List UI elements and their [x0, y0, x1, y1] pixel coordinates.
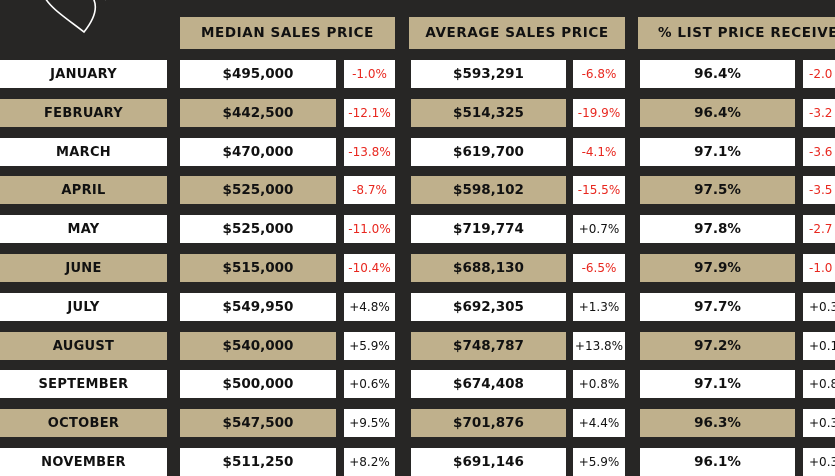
cell-list-january: 96.4% [640, 60, 795, 88]
cell-month-october: OCTOBER [0, 409, 167, 437]
cell-avg-chg-august: +13.8% [573, 332, 625, 360]
cell-month-march: MARCH [0, 138, 167, 166]
cell-median-chg-april: -8.7% [344, 176, 395, 204]
cell-median-chg-may: -11.0% [344, 215, 395, 243]
cell-median-march: $470,000 [180, 138, 336, 166]
cell-median-chg-july: +4.8% [344, 293, 395, 321]
cell-list-november: 96.1% [640, 448, 795, 476]
cell-median-may: $525,000 [180, 215, 336, 243]
cell-avg-chg-july: +1.3% [573, 293, 625, 321]
cell-median-july: $549,950 [180, 293, 336, 321]
cell-avg-chg-october: +4.4% [573, 409, 625, 437]
cell-avg-november: $691,146 [411, 448, 566, 476]
cell-avg-october: $701,876 [411, 409, 566, 437]
cell-list-october: 96.3% [640, 409, 795, 437]
cell-list-chg-july: +0.3 [803, 293, 835, 321]
cell-median-chg-march: -13.8% [344, 138, 395, 166]
cell-median-chg-june: -10.4% [344, 254, 395, 282]
cell-list-chg-february: -3.2 [803, 99, 835, 127]
cell-list-june: 97.9% [640, 254, 795, 282]
cell-list-chg-march: -3.6 [803, 138, 835, 166]
cell-avg-june: $688,130 [411, 254, 566, 282]
heart-logo-icon [45, 0, 106, 34]
cell-list-chg-april: -3.5 [803, 176, 835, 204]
cell-median-chg-february: -12.1% [344, 99, 395, 127]
cell-median-chg-october: +9.5% [344, 409, 395, 437]
cell-avg-january: $593,291 [411, 60, 566, 88]
cell-avg-chg-may: +0.7% [573, 215, 625, 243]
cell-median-february: $442,500 [180, 99, 336, 127]
cell-month-august: AUGUST [0, 332, 167, 360]
cell-month-november: NOVEMBER [0, 448, 167, 476]
cell-list-march: 97.1% [640, 138, 795, 166]
cell-list-august: 97.2% [640, 332, 795, 360]
header-median-sales-price: MEDIAN SALES PRICE [180, 17, 395, 49]
cell-month-june: JUNE [0, 254, 167, 282]
cell-avg-september: $674,408 [411, 370, 566, 398]
cell-avg-chg-november: +5.9% [573, 448, 625, 476]
cell-list-chg-october: +0.3 [803, 409, 835, 437]
cell-median-september: $500,000 [180, 370, 336, 398]
cell-median-august: $540,000 [180, 332, 336, 360]
cell-month-may: MAY [0, 215, 167, 243]
cell-list-chg-august: +0.1 [803, 332, 835, 360]
cell-avg-chg-january: -6.8% [573, 60, 625, 88]
cell-avg-chg-february: -19.9% [573, 99, 625, 127]
cell-list-chg-june: -1.0 [803, 254, 835, 282]
cell-month-february: FEBRUARY [0, 99, 167, 127]
cell-avg-chg-june: -6.5% [573, 254, 625, 282]
cell-avg-chg-april: -15.5% [573, 176, 625, 204]
cell-list-september: 97.1% [640, 370, 795, 398]
cell-median-chg-november: +8.2% [344, 448, 395, 476]
header-list-price-received: % LIST PRICE RECEIVED [638, 17, 835, 49]
cell-avg-august: $748,787 [411, 332, 566, 360]
cell-month-july: JULY [0, 293, 167, 321]
cell-avg-july: $692,305 [411, 293, 566, 321]
cell-month-april: APRIL [0, 176, 167, 204]
cell-median-chg-september: +0.6% [344, 370, 395, 398]
cell-median-april: $525,000 [180, 176, 336, 204]
cell-median-chg-january: -1.0% [344, 60, 395, 88]
cell-avg-april: $598,102 [411, 176, 566, 204]
cell-list-chg-may: -2.7 [803, 215, 835, 243]
cell-list-may: 97.8% [640, 215, 795, 243]
cell-avg-may: $719,774 [411, 215, 566, 243]
cell-median-january: $495,000 [180, 60, 336, 88]
cell-median-june: $515,000 [180, 254, 336, 282]
cell-month-january: JANUARY [0, 60, 167, 88]
cell-list-chg-november: +0.3 [803, 448, 835, 476]
cell-list-july: 97.7% [640, 293, 795, 321]
cell-median-november: $511,250 [180, 448, 336, 476]
cell-median-chg-august: +5.9% [344, 332, 395, 360]
cell-list-chg-september: +0.8 [803, 370, 835, 398]
header-average-sales-price: AVERAGE SALES PRICE [409, 17, 625, 49]
cell-month-september: SEPTEMBER [0, 370, 167, 398]
cell-list-february: 96.4% [640, 99, 795, 127]
cell-avg-march: $619,700 [411, 138, 566, 166]
cell-avg-february: $514,325 [411, 99, 566, 127]
cell-median-october: $547,500 [180, 409, 336, 437]
cell-list-chg-january: -2.0 [803, 60, 835, 88]
cell-list-april: 97.5% [640, 176, 795, 204]
cell-avg-chg-september: +0.8% [573, 370, 625, 398]
cell-avg-chg-march: -4.1% [573, 138, 625, 166]
